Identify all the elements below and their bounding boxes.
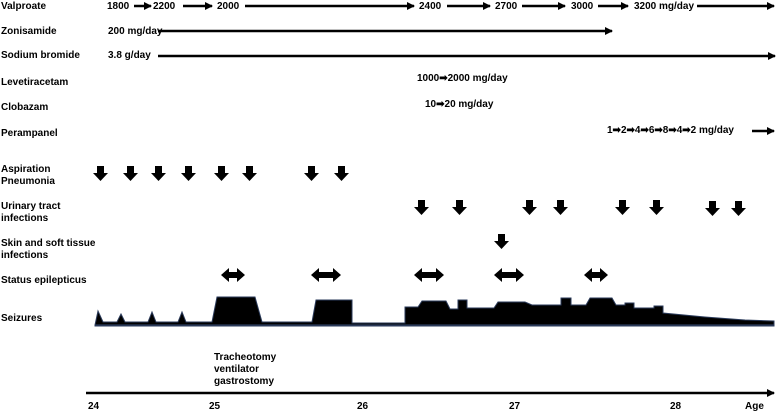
status-epilepticus-label: Status epilepticus: [1, 275, 87, 286]
down-arrow-icon: [731, 201, 746, 216]
down-arrow-icon: [705, 201, 720, 216]
double-arrow-icon: [311, 268, 341, 282]
procedure-annotation: Tracheotomy ventilator gastrostomy: [214, 352, 277, 387]
perampanel-dose: 1➡2➡4➡6➡8➡4➡2 mg/day: [607, 125, 734, 136]
double-arrow-icon: [414, 268, 444, 282]
down-arrow-icon: [553, 200, 568, 215]
valproate-dose-3000: 3000: [571, 1, 594, 12]
skin-soft-tissue-infections-label: Skin and soft tissue infections: [1, 238, 96, 261]
seizure-activity-area: [94, 296, 775, 327]
clobazam-label: Clobazam: [1, 102, 49, 113]
valproate-dose-2400: 2400: [419, 1, 442, 12]
levetiracetam-label: Levetiracetam: [1, 77, 69, 88]
down-arrow-icon: [334, 166, 349, 181]
clobazam-dose: 10➡20 mg/day: [425, 99, 494, 110]
levetiracetam-dose: 1000➡2000 mg/day: [417, 73, 508, 84]
axis-label-age: Age: [745, 401, 764, 412]
valproate-dose-1800: 1800: [107, 1, 130, 12]
down-arrow-icon: [123, 166, 138, 181]
down-arrow-icon: [214, 166, 229, 181]
valproate-label: Valproate: [1, 1, 47, 12]
down-arrow-icon: [93, 166, 108, 181]
valproate-dose-3200: 3200 mg/day: [634, 1, 695, 12]
zonisamide-label: Zonisamide: [1, 26, 57, 37]
seizures-label: Seizures: [1, 313, 43, 324]
double-arrow-icon: [584, 268, 608, 282]
axis-tick-25: 25: [209, 401, 221, 412]
sodium-bromide-label: Sodium bromide: [1, 50, 80, 61]
sodium-bromide-dose: 3.8 g/day: [108, 50, 151, 61]
zonisamide-dose: 200 mg/day: [108, 26, 163, 37]
down-arrow-icon: [649, 200, 664, 215]
aspiration-pneumonia-label: Aspiration Pneumonia: [1, 164, 55, 187]
down-arrow-icon: [452, 200, 467, 215]
down-arrow-icon: [151, 166, 166, 181]
perampanel-label: Perampanel: [1, 128, 58, 139]
axis-tick-28: 28: [670, 401, 682, 412]
down-arrow-icon: [494, 234, 509, 249]
urinary-tract-infections-arrows: [414, 200, 746, 216]
valproate-dose-2000: 2000: [217, 1, 240, 12]
down-arrow-icon: [615, 200, 630, 215]
axis-tick-27: 27: [509, 401, 521, 412]
valproate-dose-2700: 2700: [495, 1, 518, 12]
axis-tick-24: 24: [88, 401, 100, 412]
down-arrow-icon: [522, 200, 537, 215]
valproate-dose-2200: 2200: [153, 1, 176, 12]
down-arrow-icon: [304, 166, 319, 181]
axis-tick-26: 26: [357, 401, 369, 412]
aspiration-pneumonia-arrows: [93, 166, 349, 181]
down-arrow-icon: [414, 200, 429, 215]
double-arrow-icon: [494, 268, 524, 282]
urinary-tract-infections-label: Urinary tract infections: [1, 201, 61, 224]
double-arrow-icon: [221, 268, 245, 282]
status-epilepticus-arrows: [221, 268, 608, 282]
down-arrow-icon: [181, 166, 196, 181]
down-arrow-icon: [242, 166, 257, 181]
